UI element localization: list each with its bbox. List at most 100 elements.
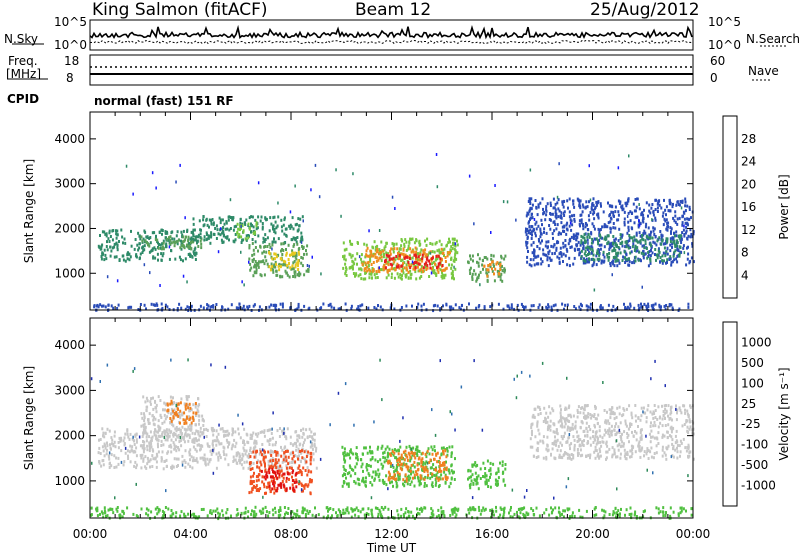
power-cell — [266, 236, 269, 240]
power-cell — [677, 249, 680, 252]
velocity-cell — [146, 462, 149, 466]
power-cell — [416, 262, 419, 266]
velocity-cell — [399, 445, 402, 449]
velocity-cell — [541, 439, 544, 443]
velocity-cell — [177, 407, 179, 411]
power-cell — [212, 304, 215, 308]
velocity-cell — [272, 450, 275, 454]
power-cell — [200, 242, 203, 246]
velocity-cell — [98, 438, 100, 442]
velocity-cell — [292, 487, 295, 491]
power-cell — [297, 304, 300, 308]
power-cell — [529, 202, 532, 205]
power-cell — [390, 247, 393, 251]
power-cell — [617, 210, 620, 214]
power-cell — [675, 234, 678, 238]
power-cell — [447, 251, 450, 255]
power-cell — [614, 237, 617, 241]
power-noise — [294, 184, 296, 188]
velocity-cell — [110, 436, 113, 440]
velocity-cell — [534, 407, 537, 411]
power-noise — [151, 171, 154, 175]
power-cell — [222, 234, 225, 238]
velocity-cell — [621, 440, 624, 444]
power-cell — [645, 201, 648, 205]
power-cell — [161, 254, 164, 258]
velocity-cell — [304, 469, 307, 472]
velocity-cell — [273, 486, 276, 490]
power-cell — [251, 253, 254, 257]
power-cell — [378, 256, 381, 260]
power-cell — [597, 227, 600, 231]
power-cell — [580, 255, 583, 259]
power-cell — [438, 248, 441, 252]
power-cell — [681, 221, 684, 225]
velocity-cell — [165, 428, 168, 432]
power-cell — [629, 304, 632, 308]
velocity-cell — [257, 487, 259, 491]
power-cell — [273, 237, 275, 241]
power-cell — [599, 202, 602, 206]
power-noise — [436, 185, 439, 189]
power-cell — [145, 307, 147, 311]
velocity-cell — [313, 444, 316, 448]
velocity-cell — [270, 464, 273, 468]
power-cell — [626, 231, 629, 235]
power-cell — [661, 214, 664, 218]
velocity-cell — [639, 418, 642, 422]
power-cell — [627, 198, 630, 202]
velocity-cell — [354, 472, 357, 476]
power-cell — [612, 241, 614, 245]
power-cell — [433, 269, 436, 273]
power-noise — [529, 168, 532, 172]
velocity-cell — [443, 467, 446, 471]
power-cell — [370, 253, 373, 257]
power-cell — [667, 209, 670, 213]
power-cell — [671, 236, 674, 240]
velocity-cell — [185, 402, 188, 406]
power-cell — [611, 249, 614, 253]
velocity-cell — [535, 456, 538, 459]
velocity-cell — [362, 469, 364, 473]
velocity-cell — [531, 422, 534, 426]
power-cell — [690, 232, 693, 236]
power-cell — [386, 260, 389, 264]
power-cell — [589, 302, 592, 306]
power-cell — [425, 257, 428, 261]
power-cell — [385, 261, 388, 265]
velocity-cell — [615, 455, 617, 459]
power-cell — [398, 256, 401, 260]
velocity-cell — [425, 484, 428, 488]
velocity-cell — [435, 466, 437, 470]
velocity-cell — [531, 433, 533, 437]
power-cell — [649, 236, 652, 240]
velocity-cell — [294, 454, 297, 457]
velocity-cell — [365, 484, 367, 488]
power-cell — [586, 260, 589, 264]
power-cell — [292, 236, 295, 240]
velocity-cell — [553, 422, 556, 426]
power-cell — [667, 221, 670, 225]
power-cell — [205, 218, 208, 222]
power-cell — [674, 214, 677, 218]
velocity-cell — [269, 428, 272, 432]
velocity-cell — [679, 439, 682, 443]
power-cell — [471, 277, 474, 281]
power-cell — [626, 202, 629, 206]
velocity-cell — [617, 430, 620, 434]
velocity-cell — [195, 459, 198, 462]
power-cell — [628, 260, 631, 264]
velocity-cell — [569, 456, 571, 460]
velocity-cell — [261, 475, 264, 479]
power-cell — [599, 306, 602, 310]
velocity-cell — [142, 459, 145, 463]
velocity-cell — [102, 434, 104, 438]
power-cell — [477, 305, 480, 309]
velocity-cell — [424, 452, 427, 456]
power-cell — [161, 245, 164, 249]
power-cell — [496, 269, 499, 273]
power-cell — [296, 236, 299, 239]
velocity-cell — [529, 437, 532, 441]
power-cell — [530, 230, 533, 234]
power-cell — [643, 208, 645, 212]
